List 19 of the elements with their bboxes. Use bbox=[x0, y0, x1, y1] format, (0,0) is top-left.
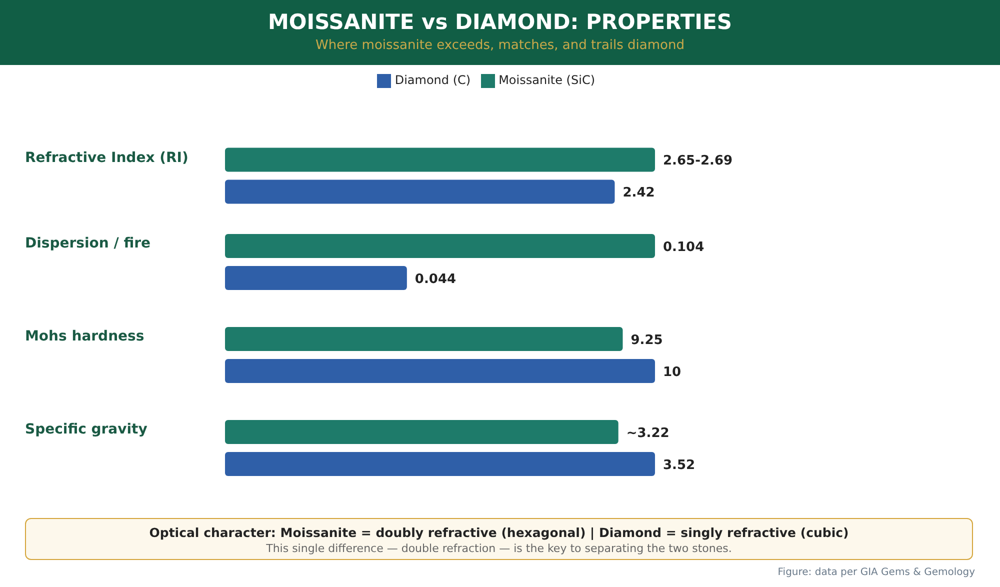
chart-title: MOISSANITE vs DIAMOND: PROPERTIES bbox=[267, 9, 733, 34]
data-label: 2.42 bbox=[622, 186, 655, 201]
legend-label: Moissanite (SiC) bbox=[498, 73, 595, 87]
data-label: 0.104 bbox=[663, 240, 704, 255]
y-tick-label: Dispersion / fire bbox=[25, 236, 151, 252]
text: This single difference — double refraction — is the key to separating the two stones. bbox=[265, 542, 733, 555]
data-label: 0.044 bbox=[414, 272, 456, 287]
legend-label: Diamond (C) bbox=[394, 73, 471, 87]
y-tick-label: Refractive Index (RI) bbox=[25, 150, 188, 166]
y-tick-label: Mohs hardness bbox=[25, 328, 144, 344]
chart-subtitle: Where moissanite exceeds, matches, and trails diamond bbox=[314, 38, 686, 53]
data-label: 2.65-2.69 bbox=[663, 154, 733, 169]
data-label: ~3.22 bbox=[626, 426, 670, 441]
data-label: 9.25 bbox=[630, 333, 663, 348]
data-label: 3.52 bbox=[663, 458, 696, 473]
text: Optical character: Moissanite = doubly refractive (hexagonal) | Diamond = singly refractive (cubic) bbox=[148, 525, 850, 540]
data-label: 10 bbox=[663, 365, 682, 380]
y-tick-label: Specific gravity bbox=[25, 422, 148, 438]
text: Figure: data per GIA Gems & Gemology bbox=[778, 567, 975, 578]
